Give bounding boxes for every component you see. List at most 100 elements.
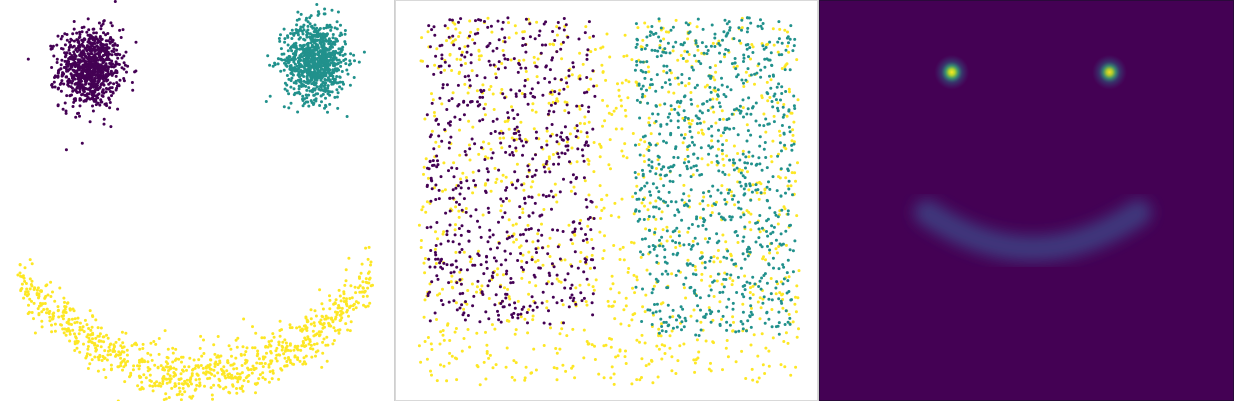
middle-point <box>720 184 724 188</box>
middle-point <box>510 375 514 379</box>
left-point <box>246 374 250 378</box>
left-point <box>136 384 140 388</box>
left-point <box>162 368 166 372</box>
left-point <box>261 376 265 380</box>
left-point <box>326 84 330 88</box>
left-point <box>250 371 254 375</box>
middle-point <box>732 108 736 112</box>
left-point <box>208 363 212 367</box>
middle-point <box>422 315 426 319</box>
middle-point <box>731 279 735 283</box>
middle-point <box>438 342 442 346</box>
middle-point <box>740 292 744 296</box>
middle-point <box>713 86 717 90</box>
left-point <box>78 114 81 118</box>
left-point <box>295 30 299 34</box>
middle-point <box>495 177 499 181</box>
middle-point <box>461 291 465 295</box>
left-point <box>251 364 255 368</box>
middle-point <box>435 379 439 383</box>
left-point <box>366 257 370 261</box>
middle-point <box>647 215 651 218</box>
middle-point <box>693 265 697 269</box>
left-point <box>289 71 293 75</box>
left-point <box>297 90 301 94</box>
left-point <box>324 72 328 76</box>
middle-point <box>471 125 475 129</box>
middle-point <box>782 103 786 106</box>
left-point <box>172 374 176 378</box>
left-point <box>307 86 311 90</box>
middle-point <box>704 227 708 231</box>
middle-point <box>573 126 577 130</box>
middle-point <box>479 54 483 58</box>
left-point <box>314 34 318 38</box>
left-point <box>80 53 84 57</box>
middle-point <box>709 369 713 373</box>
left-point <box>104 62 108 66</box>
middle-point <box>650 48 654 52</box>
middle-point <box>744 70 748 74</box>
middle-point <box>749 57 752 61</box>
middle-point <box>704 45 708 49</box>
middle-point <box>589 199 593 203</box>
middle-point <box>492 108 496 111</box>
middle-point <box>712 110 716 114</box>
middle-point <box>688 125 692 129</box>
smiley-scatter-plot <box>16 0 374 401</box>
middle-point <box>741 98 745 102</box>
left-point <box>316 10 320 14</box>
middle-point <box>479 288 482 292</box>
left-point <box>330 80 334 84</box>
middle-point <box>458 118 462 121</box>
left-point <box>70 62 74 66</box>
middle-point <box>587 110 590 114</box>
left-point <box>354 300 358 304</box>
left-point <box>32 317 35 321</box>
left-point <box>326 61 329 65</box>
middle-point <box>524 365 528 369</box>
left-point <box>111 90 115 94</box>
left-point <box>86 17 90 21</box>
left-point <box>313 324 317 328</box>
middle-point <box>436 163 440 167</box>
left-point <box>106 52 110 56</box>
left-point <box>25 287 29 291</box>
middle-point <box>546 280 550 284</box>
middle-point <box>736 241 740 244</box>
left-point <box>334 37 338 41</box>
middle-point <box>730 194 734 198</box>
left-point <box>71 68 75 72</box>
left-point <box>340 70 344 73</box>
middle-point <box>591 313 595 317</box>
middle-point <box>778 129 781 133</box>
left-point <box>313 309 317 313</box>
middle-point <box>621 154 625 158</box>
middle-point <box>715 154 719 158</box>
middle-point <box>587 88 591 91</box>
left-point <box>104 33 108 37</box>
left-point <box>124 50 128 54</box>
middle-point <box>548 322 552 326</box>
left-point <box>192 358 196 362</box>
middle-point <box>440 257 443 261</box>
left-point <box>103 43 107 47</box>
left-point <box>177 357 181 361</box>
left-point <box>180 393 184 396</box>
middle-point <box>511 183 514 187</box>
middle-point <box>515 125 519 129</box>
left-point <box>199 334 203 338</box>
middle-point <box>606 299 610 303</box>
left-point <box>148 384 152 388</box>
middle-point <box>447 64 451 68</box>
middle-point <box>504 272 508 276</box>
left-point <box>58 82 62 86</box>
left-point <box>212 383 216 387</box>
left-point <box>185 378 189 382</box>
left-point <box>307 342 311 346</box>
middle-point <box>572 65 575 69</box>
middle-point <box>433 311 437 315</box>
middle-point <box>486 16 490 20</box>
left-point <box>353 59 356 63</box>
middle-point <box>583 122 587 126</box>
